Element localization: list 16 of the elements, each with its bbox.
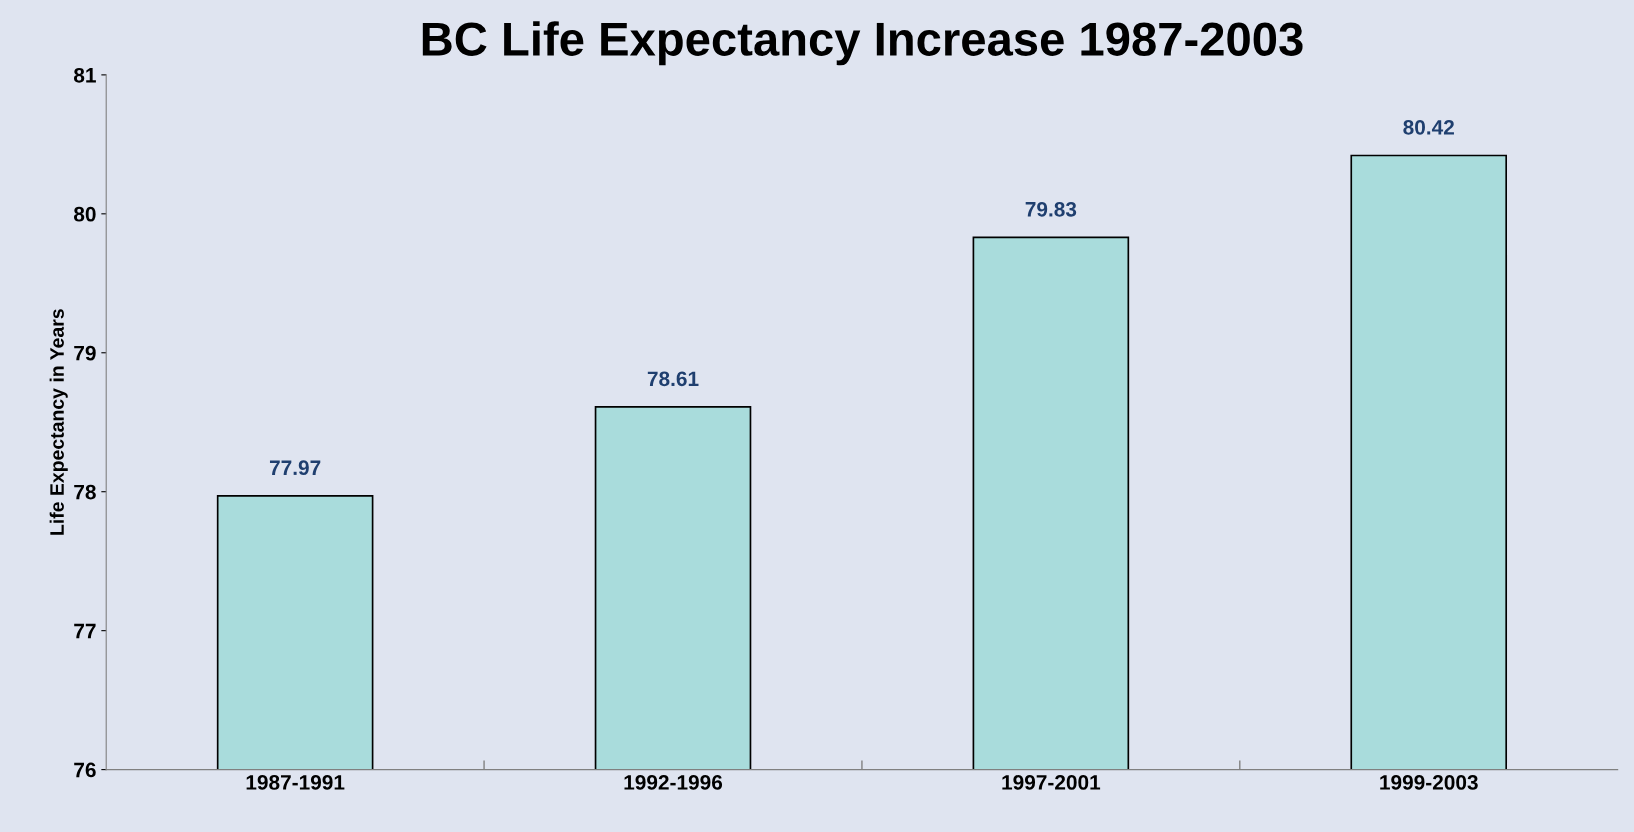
x-tick-label: 1997-2001 (1002, 775, 1101, 790)
chart-title: BC Life Expectancy Increase 1987-2003 (422, 21, 1303, 66)
data-label: 79.83 (1025, 201, 1077, 217)
y-tick-label: 79 (74, 345, 96, 361)
x-tick-label: 1999-2003 (1380, 775, 1478, 790)
data-label: 77.97 (269, 460, 321, 476)
y-tick-label: 77 (74, 623, 96, 639)
y-tick-label: 80 (73, 206, 96, 222)
data-label: 80.42 (1403, 119, 1454, 135)
y-tick-label: 81 (73, 67, 96, 83)
data-label: 78.61 (647, 371, 699, 387)
y-axis-title: Life Expectancy in Years (49, 309, 68, 535)
y-tick-label: 76 (74, 762, 96, 778)
x-tick-label: 1992-1996 (624, 775, 723, 790)
y-tick-label: 78 (74, 484, 96, 500)
x-tick-label: 1987-1991 (246, 775, 345, 790)
